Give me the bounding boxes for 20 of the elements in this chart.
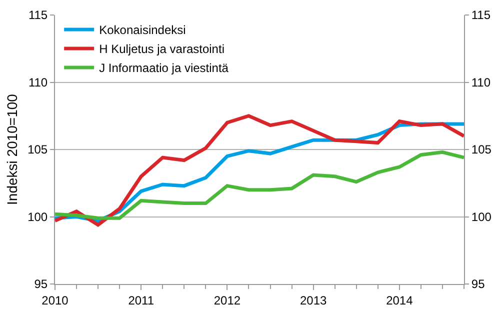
legend-label: J Informaatio ja viestintä [99,61,229,76]
legend-label: Kokonaisindeksi [99,23,186,38]
y-tick-label: 110 [28,75,48,90]
y2-tick-label: 95 [471,277,486,292]
line-series [55,150,464,220]
x-tick-label: 2014 [386,293,414,308]
y-tick-label: 95 [34,277,48,292]
y2-tick-label: 100 [471,210,492,224]
y-axis-title: Indeksi 2010=100 [4,94,20,205]
y-tick-label: 115 [28,8,48,22]
y-tick-label: 105 [28,142,48,157]
y-tick-label: 100 [28,210,48,224]
y2-tick-label: 105 [471,142,492,157]
x-tick-label: 2011 [128,293,154,308]
y2-tick-label: 110 [471,75,491,90]
x-tick-label: 2010 [42,293,69,308]
y2-tick-label: 115 [471,8,491,22]
x-tick-label: 2012 [214,293,241,308]
x-tick-label: 2013 [300,293,327,308]
legend-label: H Kuljetus ja varastointi [99,42,224,56]
